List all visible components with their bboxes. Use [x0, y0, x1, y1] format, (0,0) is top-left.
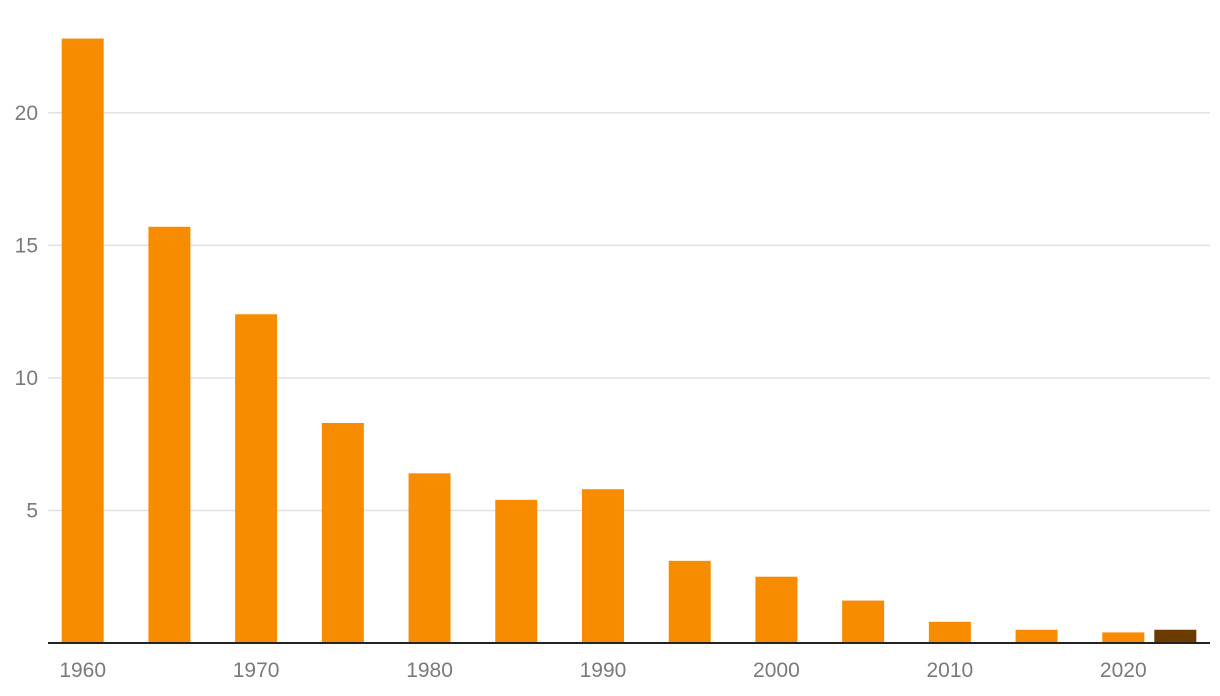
bar-1970: [235, 314, 278, 643]
bars: [61, 38, 1197, 644]
bar-1990: [581, 489, 624, 643]
bar-1985: [495, 499, 538, 643]
y-tick-label: 15: [15, 234, 38, 257]
y-tick-label: 10: [15, 367, 38, 390]
bar-2020: [1102, 632, 1145, 643]
bar-1975: [321, 422, 364, 643]
bar-1995: [668, 560, 711, 643]
bar-2005: [842, 600, 885, 643]
bar-2023: [1154, 629, 1197, 643]
x-tick-label: 1960: [59, 659, 106, 682]
y-axis-tick-labels: 5 10 15 20: [15, 102, 38, 523]
x-tick-label: 2010: [926, 659, 973, 682]
bar-1965: [148, 226, 191, 644]
bar-1960: [61, 38, 104, 644]
y-tick-label: 5: [26, 499, 38, 522]
x-tick-label: 1980: [406, 659, 453, 682]
gridlines: [48, 112, 1210, 512]
x-tick-label: 1970: [233, 659, 280, 682]
bar-2000: [755, 576, 798, 643]
x-axis-tick-labels: 1960 1970 1980 1990 2000 2010 2020: [59, 659, 1146, 682]
bar-2015: [1015, 629, 1058, 643]
x-tick-label: 2000: [753, 659, 800, 682]
x-tick-label: 1990: [580, 659, 627, 682]
y-tick-label: 20: [15, 102, 38, 125]
x-tick-label: 2020: [1100, 659, 1147, 682]
bar-1980: [408, 473, 451, 643]
bar-2010: [928, 621, 971, 643]
